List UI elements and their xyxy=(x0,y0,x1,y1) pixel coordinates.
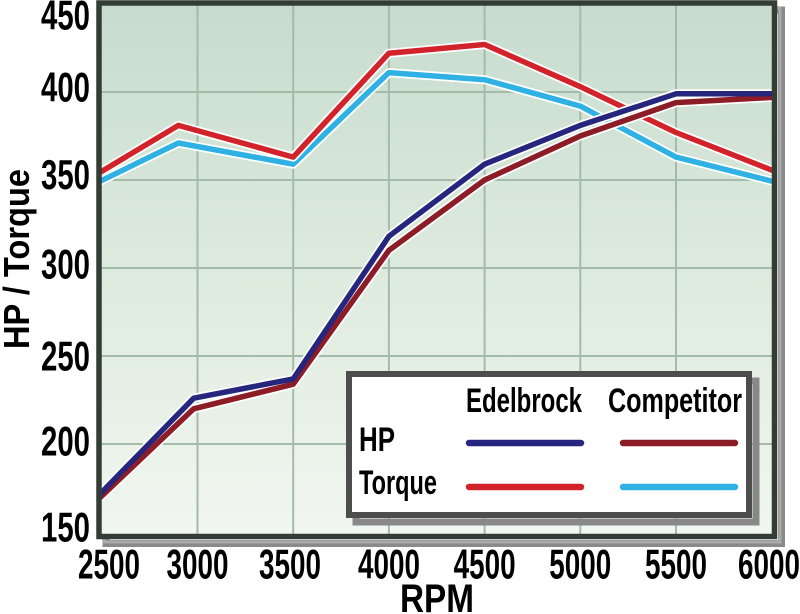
svg-text:6000: 6000 xyxy=(738,541,800,588)
svg-text:HP / Torque: HP / Torque xyxy=(0,169,37,349)
svg-text:Edelbrock: Edelbrock xyxy=(466,382,582,420)
svg-text:Competitor: Competitor xyxy=(608,382,742,420)
svg-text:300: 300 xyxy=(41,241,90,288)
svg-text:450: 450 xyxy=(41,0,90,39)
svg-text:RPM: RPM xyxy=(400,577,474,614)
svg-text:5500: 5500 xyxy=(645,541,707,588)
svg-text:2500: 2500 xyxy=(78,541,140,588)
svg-text:4500: 4500 xyxy=(454,541,516,588)
svg-text:4000: 4000 xyxy=(358,541,420,588)
svg-text:HP: HP xyxy=(359,421,395,459)
svg-text:Torque: Torque xyxy=(359,464,437,502)
svg-text:3000: 3000 xyxy=(167,541,229,588)
svg-text:350: 350 xyxy=(41,151,90,198)
svg-text:3500: 3500 xyxy=(259,541,321,588)
svg-text:150: 150 xyxy=(41,504,90,551)
svg-text:400: 400 xyxy=(41,64,90,111)
svg-text:200: 200 xyxy=(41,418,90,465)
svg-text:250: 250 xyxy=(41,333,90,380)
svg-text:5000: 5000 xyxy=(549,541,611,588)
